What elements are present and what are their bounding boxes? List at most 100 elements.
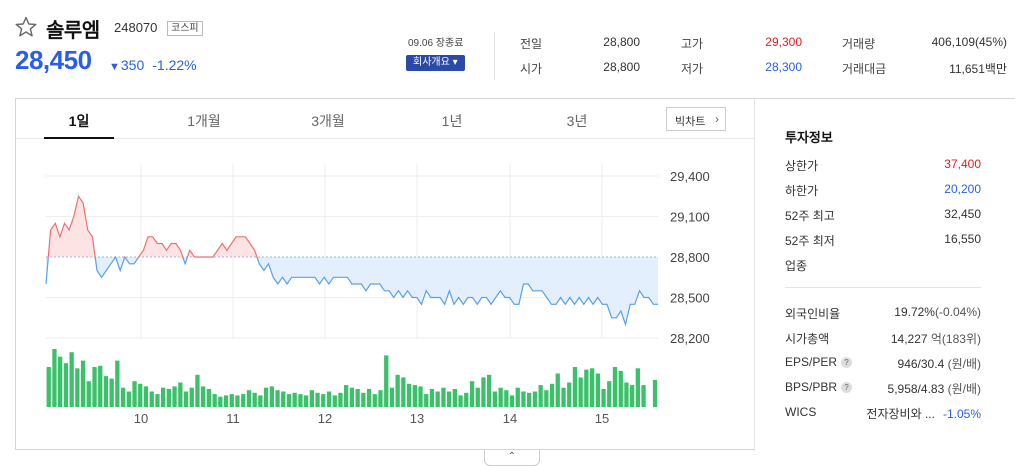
company-info-button[interactable]: 회사개요 ▾ <box>406 55 465 71</box>
y-tick-label: 28,500 <box>670 291 710 306</box>
volume-bar <box>246 390 252 407</box>
x-tick-label: 14 <box>503 411 517 426</box>
volume-label: 거래량 <box>842 37 876 51</box>
volume-bar <box>549 383 555 407</box>
open-value: 28,800 <box>603 60 640 74</box>
volume-bar <box>618 370 623 407</box>
volume-bar <box>326 391 332 407</box>
amount-label: 거래대금 <box>842 62 887 76</box>
tab-3month[interactable]: 3개월 <box>311 113 345 129</box>
y-tick-label: 29,400 <box>670 169 710 184</box>
volume-bar <box>469 381 475 407</box>
volume-bar <box>103 376 109 407</box>
mcap-label: 시가총액 <box>785 332 830 346</box>
volume-bar <box>652 379 658 407</box>
volume-bar <box>567 382 572 407</box>
volume-bar <box>218 396 223 407</box>
big-chart-label: 빅차트 <box>675 116 706 128</box>
upper-limit-row: 상한가 37,400 <box>785 157 981 173</box>
volume-bar <box>206 389 211 407</box>
volume-bar <box>46 367 51 407</box>
volume-bar <box>121 387 126 407</box>
upper-limit-value: 37,400 <box>944 157 981 171</box>
open-label: 시가 <box>520 62 543 76</box>
down-arrow-icon: ▼ <box>109 61 120 73</box>
volume-bar <box>258 395 263 407</box>
volume-bar <box>98 365 103 407</box>
prev-close-label: 전일 <box>520 37 543 51</box>
wics-sector[interactable]: 전자장비와 ... <box>866 407 935 421</box>
low52-label: 52주 최저 <box>785 234 835 248</box>
price-line-up <box>47 194 258 257</box>
volume-bar <box>309 390 314 407</box>
volume-bar <box>424 394 429 407</box>
volume-bar <box>86 381 91 407</box>
volume-bar <box>189 387 194 407</box>
low-value: 28,300 <box>765 60 802 74</box>
wics-value: 전자장비와 ... -1.05% <box>866 405 981 422</box>
help-icon[interactable]: ? <box>841 382 853 393</box>
sector-row: 업종 <box>785 257 981 273</box>
upper-limit-label: 상한가 <box>785 159 819 173</box>
volume-bar <box>166 389 171 407</box>
market-badge: 코스피 <box>167 21 203 36</box>
volume-bar <box>492 391 497 407</box>
volume-bar <box>435 391 440 407</box>
big-chart-button[interactable]: 빅차트 › <box>666 107 726 131</box>
foreign-value: 19.72%(-0.04%) <box>894 305 981 319</box>
y-tick-label: 28,200 <box>670 331 710 346</box>
volume-bar <box>389 387 395 407</box>
volume-bar <box>641 385 646 407</box>
volume-bar <box>475 387 480 407</box>
help-icon[interactable]: ? <box>841 357 853 368</box>
tab-1month[interactable]: 1개월 <box>187 113 221 129</box>
mcap-row: 시가총액 14,227 억(183위) <box>785 330 981 346</box>
volume-bar <box>418 386 423 407</box>
chevron-right-icon: › <box>715 112 719 126</box>
collapse-button[interactable]: ⌃ <box>484 450 540 466</box>
high-label: 고가 <box>681 37 704 51</box>
volume-bar <box>52 349 57 407</box>
volume-bar <box>304 395 309 407</box>
y-tick-label: 28,800 <box>670 250 710 265</box>
volume-bar <box>395 374 400 407</box>
volume-value: 406,109(45%) <box>931 35 1007 49</box>
volume-bar <box>406 383 412 407</box>
volume-bar <box>349 387 354 407</box>
foreign-label: 외국인비율 <box>785 307 841 321</box>
volume-bar <box>544 390 549 407</box>
tab-3year[interactable]: 3년 <box>566 113 588 129</box>
eps-per: 946/30.4 <box>897 357 945 371</box>
volume-bar <box>281 391 286 407</box>
volume-bar <box>149 391 154 407</box>
lower-limit-label: 하한가 <box>785 184 819 198</box>
volume-bar <box>515 387 520 407</box>
volume-bar <box>138 383 143 407</box>
volume-bar <box>590 368 595 407</box>
volume-bar <box>561 387 566 407</box>
volume-bar <box>58 356 63 407</box>
volume-bar <box>241 394 246 407</box>
volume-bar <box>298 394 303 407</box>
volume-bar <box>223 395 229 407</box>
volume-bar <box>321 394 326 407</box>
x-tick-label: 13 <box>410 411 424 426</box>
bps-pbr: 5,958/4.83 <box>887 382 945 396</box>
foreign-ratio: 19.72% <box>894 305 935 319</box>
volume-bar <box>286 394 292 407</box>
volume-bar <box>109 378 114 407</box>
star-icon[interactable] <box>14 15 38 39</box>
sector-label: 업종 <box>785 259 808 273</box>
wics-row: WICS 전자장비와 ... -1.05% <box>785 405 981 421</box>
volume-bar <box>401 377 406 407</box>
volume-bar <box>441 387 446 407</box>
active-tab-indicator <box>44 137 114 139</box>
price-change: ▼350 -1.22% <box>109 57 197 73</box>
tab-1day[interactable]: 1일 <box>68 113 90 129</box>
foreign-row: 외국인비율 19.72%(-0.04%) <box>785 305 981 321</box>
volume-bar <box>229 394 234 407</box>
tab-1year[interactable]: 1년 <box>441 113 463 129</box>
wics-change: -1.05% <box>942 407 981 421</box>
bps-unit: (원/배) <box>944 382 981 396</box>
volume-bar <box>429 389 435 407</box>
